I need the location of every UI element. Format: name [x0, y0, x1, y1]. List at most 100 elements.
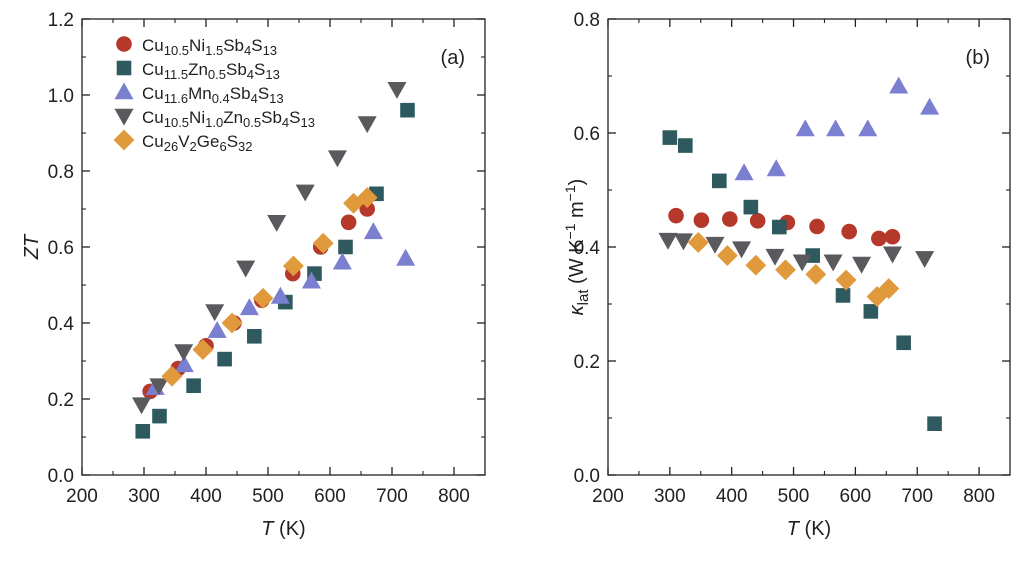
data-point: [174, 344, 194, 362]
legend-marker: [114, 108, 134, 126]
x-tick-label: 400: [716, 486, 748, 507]
data-point: [852, 256, 872, 274]
legend-marker: [113, 129, 135, 151]
legend-label-subscript: 0.4: [212, 91, 230, 106]
legend-label-element: Ge: [197, 132, 220, 151]
data-point: [678, 138, 693, 153]
x-tick-label: 700: [901, 486, 933, 507]
legend-label-element: Zn: [223, 108, 243, 127]
x-tick-label: 200: [66, 486, 98, 507]
legend-label-element: Cu: [142, 108, 164, 127]
legend-label-subscript: 0.5: [208, 67, 226, 82]
x-tick-label: 300: [654, 486, 686, 507]
y-tick-label: 0.6: [48, 238, 74, 259]
data-point: [658, 232, 678, 250]
legend-label-subscript: 11.5: [164, 67, 188, 82]
data-point: [161, 365, 183, 387]
data-point: [889, 76, 909, 94]
data-point: [252, 287, 274, 309]
y-tick-label: 0.4: [48, 314, 75, 335]
legend-label-subscript: 4: [247, 67, 254, 82]
x-tick-label: 600: [840, 486, 872, 507]
legend-label-element: Zn: [188, 60, 208, 79]
legend-label-element: V: [178, 132, 190, 151]
data-point: [835, 269, 857, 291]
legend-label-element: Sb: [261, 108, 282, 127]
data-point: [221, 312, 243, 334]
data-point: [732, 241, 752, 259]
y-axis-label-unit: m: [566, 201, 588, 223]
legend-label-element: Cu: [142, 36, 164, 55]
legend-label-subscript: 4: [244, 43, 251, 58]
legend-label-subscript: 4: [282, 115, 289, 130]
data-point: [312, 232, 334, 254]
data-point: [396, 248, 416, 266]
data-point: [132, 397, 152, 415]
panel-b-tag: (b): [966, 47, 990, 69]
data-point: [295, 184, 315, 202]
legend-label-subscript: 26: [164, 139, 178, 154]
legend-label: Cu11.6Mn0.4Sb4S13: [142, 84, 284, 106]
legend-label-subscript: 2: [190, 139, 197, 154]
y-axis-label-unit: ): [566, 179, 588, 186]
data-point: [795, 119, 815, 137]
legend-label-subscript: 11.6: [164, 91, 188, 106]
data-point: [863, 304, 879, 319]
series-cu26v2ge6s32: [687, 232, 900, 308]
data-point: [841, 223, 858, 240]
x-tick-label: 500: [252, 486, 284, 507]
data-point: [712, 173, 727, 189]
data-point: [192, 339, 214, 361]
data-point: [207, 320, 227, 338]
data-point: [884, 228, 901, 245]
series-cu26v2ge6s32: [161, 187, 378, 387]
data-point: [186, 378, 201, 394]
legend-label-subscript: 10.5: [164, 115, 189, 130]
legend-label: Cu11.5Zn0.5Sb4S13: [142, 60, 280, 82]
data-point: [217, 351, 232, 367]
data-point: [236, 260, 256, 278]
data-point: [687, 232, 709, 253]
x-axis-label: T (K): [261, 518, 305, 540]
data-point: [920, 97, 940, 115]
data-point: [301, 271, 321, 289]
data-point: [745, 254, 767, 276]
data-point: [363, 222, 383, 240]
series-cu10_5ni1_0zn0_5sb4s13: [658, 232, 935, 274]
legend-label-element: S: [289, 108, 300, 127]
data-point: [356, 187, 378, 209]
data-point: [340, 214, 357, 231]
legend-label-element: Ni: [189, 108, 205, 127]
data-point: [267, 215, 287, 232]
x-axis-label-unit: (K): [799, 518, 831, 540]
data-point: [270, 286, 290, 304]
x-tick-label: 800: [438, 486, 470, 507]
data-point: [174, 355, 194, 373]
legend-label-element: Sb: [226, 60, 247, 79]
legend-label-subscript: 1.0: [205, 115, 223, 130]
data-point: [823, 254, 843, 272]
data-point: [387, 82, 407, 99]
data-point: [915, 251, 935, 269]
data-point: [766, 159, 786, 177]
data-point: [693, 212, 710, 229]
data-point: [749, 212, 766, 229]
legend-marker: [116, 60, 132, 76]
data-point: [716, 245, 738, 266]
x-axis-label: T (K): [787, 518, 831, 540]
legend-label-element: S: [258, 84, 269, 103]
legend-label-subscript: 13: [300, 115, 314, 130]
panel-a-zt-vs-temperature: 200 300 400 500 600 700 800 0.0 0.2 0.4 0.6 0.8 1.0 1…: [21, 10, 486, 540]
legend-item-cu11_5zn0_5sb4s13: Cu11.5Zn0.5Sb4S13: [116, 60, 280, 82]
y-tick-label: 0.0: [48, 466, 74, 487]
legend-label-element: Cu: [142, 84, 164, 103]
legend: Cu10.5Ni1.5Sb4S13Cu11.5Zn0.5Sb4S13Cu11.6…: [113, 36, 315, 154]
data-point: [705, 236, 725, 254]
legend-label-subscript: 13: [263, 43, 277, 58]
panel-b-lattice-thermal-conductivity: 200 300 400 500 600 700 800 0.0 0.2 0.4 0.6 0.8 T (K…: [562, 10, 1011, 540]
data-point: [927, 416, 942, 432]
legend-label-element: Mn: [188, 84, 212, 103]
y-tick-label: 0.0: [574, 466, 600, 487]
legend-label: Cu10.5Ni1.5Sb4S13: [142, 36, 277, 58]
